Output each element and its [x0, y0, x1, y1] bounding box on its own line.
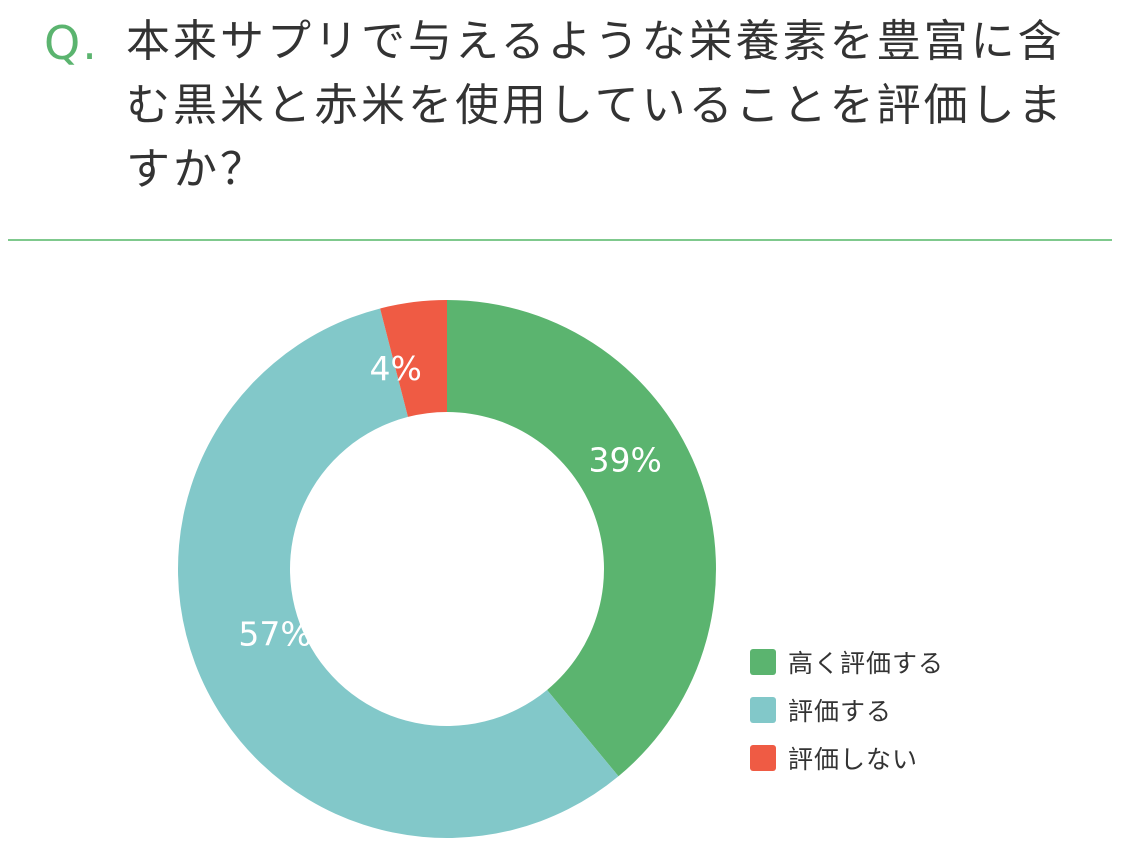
legend-item-mid: 評価する	[750, 686, 944, 734]
slice-high	[447, 300, 716, 777]
value-label-high: 39%	[589, 440, 662, 479]
legend-label-low: 評価しない	[788, 745, 919, 774]
legend-item-low: 評価しない	[750, 734, 944, 782]
question-prefix: Q.	[44, 16, 99, 70]
legend-label-mid: 評価する	[788, 697, 893, 726]
divider	[8, 239, 1112, 241]
slice-low	[380, 300, 447, 417]
question-text: 本来サプリで与えるような栄養素を豊富に含む黒米と赤米を使用していることを評価しま…	[126, 16, 1065, 195]
value-label-mid: 57%	[238, 615, 311, 654]
legend-label-high: 高く評価する	[788, 649, 945, 678]
legend-swatch-low	[750, 745, 776, 771]
legend-item-high: 高く評価する	[750, 638, 944, 686]
slice-mid	[177, 308, 619, 839]
legend: 高く評価する 評価する 評価しない	[750, 638, 944, 782]
value-label-low: 4%	[370, 349, 422, 388]
legend-swatch-high	[750, 649, 776, 675]
legend-swatch-mid	[750, 697, 776, 723]
